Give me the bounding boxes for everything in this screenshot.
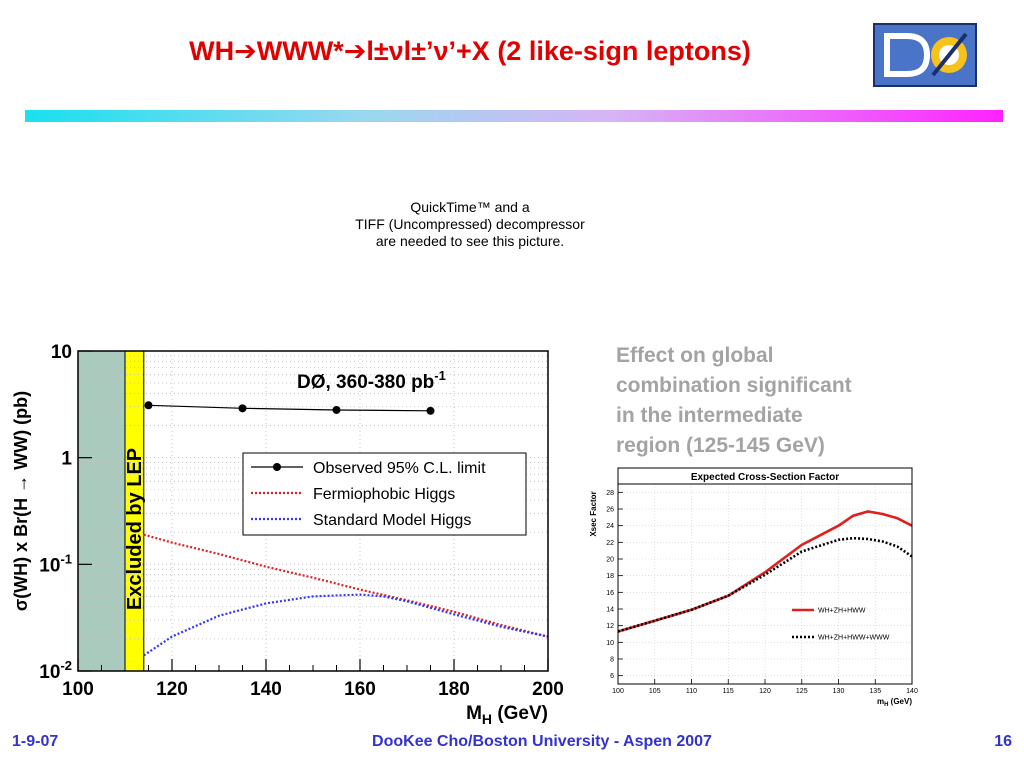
small-chart-title: Expected Cross-Section Factor <box>691 472 839 483</box>
annotation-line: Effect on global <box>616 344 774 367</box>
small-x-axis-label-unit: (GeV) <box>888 697 912 706</box>
small-x-tick-label: 105 <box>649 688 661 695</box>
d0-logo <box>873 23 977 87</box>
small-legend: WH+ZH+HWW WH+ZH+HWW+WWW <box>792 608 890 642</box>
x-tick-label: 180 <box>438 679 470 700</box>
small-y-tick-label: 26 <box>606 507 614 514</box>
title-prefix: WH <box>189 36 235 66</box>
title-decay: l±νl±’ν’+X <box>366 36 490 66</box>
y-tick-label: 10-1 <box>39 551 72 576</box>
small-series-line-0 <box>617 510 913 633</box>
x-axis-label-unit: (GeV) <box>492 703 548 724</box>
luminosity-exponent: -1 <box>434 368 446 383</box>
small-x-tick-label: 125 <box>796 688 808 695</box>
x-tick-label: 200 <box>532 679 564 700</box>
series-line-2 <box>143 593 549 657</box>
small-y-tick-label: 16 <box>606 590 614 597</box>
annotation-line: combination significant <box>616 374 852 397</box>
placeholder-line: QuickTime™ and a <box>410 199 530 215</box>
y-tick-label: 10 <box>51 342 72 363</box>
legend-label: Observed 95% C.L. limit <box>313 460 486 477</box>
y-tick-base: 10 <box>39 662 60 683</box>
legend: Observed 95% C.L. limit Fermiophobic Higg… <box>242 452 527 536</box>
data-point <box>144 401 153 410</box>
slide-title: WH➔WWW*➔l±νl±’ν’+X (2 like-sign leptons) <box>0 36 940 67</box>
small-x-tick-label: 135 <box>869 688 881 695</box>
series-line-1 <box>143 533 549 638</box>
x-tick-label: 120 <box>156 679 188 700</box>
excluded-region <box>78 351 125 671</box>
footer-author: DooKee Cho/Boston University - Aspen 200… <box>372 733 712 750</box>
small-x-tick-label: 110 <box>686 688 697 695</box>
x-axis-label-sub: H <box>482 711 492 725</box>
y-tick-label: 10-2 <box>39 658 72 683</box>
small-legend-label: WH+ZH+HWW <box>818 608 866 615</box>
y-tick-base: 1 <box>61 449 72 470</box>
x-tick-label: 160 <box>344 679 376 700</box>
small-x-tick-label: 100 <box>612 688 624 695</box>
x-tick-label: 140 <box>250 679 282 700</box>
small-y-tick-label: 24 <box>606 523 614 530</box>
annotation-line: in the intermediate <box>616 404 803 427</box>
title-formula: WWW* <box>256 36 344 66</box>
legend-label: Standard Model Higgs <box>313 512 471 529</box>
experiment-label-text: DØ, 360-380 pb <box>297 372 434 393</box>
x-axis-label: MH (GeV) <box>466 703 548 725</box>
title-suffix: (2 like-sign leptons) <box>497 36 751 66</box>
small-y-tick-label: 12 <box>606 623 614 630</box>
small-x-tick-label: 140 <box>906 688 918 695</box>
small-y-tick-label: 14 <box>606 607 614 614</box>
legend-marker <box>273 463 281 471</box>
small-y-tick-label: 22 <box>606 540 614 547</box>
excluded-region-label: Excluded by LEP <box>124 448 146 610</box>
small-y-tick-label: 6 <box>610 673 614 680</box>
legend-label: Fermiophobic Higgs <box>313 486 455 503</box>
experiment-label: DØ, 360-380 pb-1 <box>297 368 446 393</box>
small-x-axis-label: mH (GeV) <box>877 697 912 708</box>
x-tick-label: 100 <box>62 679 94 700</box>
y-tick-label: 1 <box>61 449 72 470</box>
annotation-line: region (125-145 GeV) <box>616 434 825 457</box>
logo-slash <box>931 32 968 77</box>
y-tick-exponent: -2 <box>60 658 72 673</box>
y-axis-label: σ(WH) x Br(H → WW) (pb) <box>11 391 31 611</box>
title-arrow-2: ➔ <box>343 36 367 66</box>
small-y-tick-label: 18 <box>606 573 614 580</box>
small-series-line-1 <box>617 536 913 633</box>
y-tick-base: 10 <box>39 555 60 576</box>
y-tick-base: 10 <box>51 342 72 363</box>
footer-page-number: 16 <box>994 733 1012 750</box>
placeholder-line: TIFF (Uncompressed) decompressor <box>355 216 585 232</box>
small-legend-label: WH+ZH+HWW+WWW <box>818 635 890 642</box>
title-arrow-1: ➔ <box>234 36 257 66</box>
small-y-tick-label: 8 <box>610 657 614 664</box>
small-x-axis-label-main: m <box>877 697 884 706</box>
data-point <box>238 404 247 413</box>
small-y-axis-label: Xsec Factor <box>589 491 598 536</box>
x-axis-label-main: M <box>466 703 482 724</box>
small-y-tick-label: 28 <box>606 490 614 497</box>
xsec-factor-chart: 100 105 110 115 120 125 130 135 140 6 8 10 12 14 16 18 2… <box>589 467 918 708</box>
small-x-axis-label-sub: H <box>884 702 888 708</box>
small-y-tick-label: 20 <box>606 557 614 564</box>
small-y-tick-label: 10 <box>606 640 614 647</box>
logo-letter-d <box>884 33 931 77</box>
title-underline-bar <box>25 110 1003 122</box>
footer-date: 1-9-07 <box>12 733 59 750</box>
series-line-0 <box>148 404 431 412</box>
missing-image-placeholder: QuickTime™ and a TIFF (Uncompressed) dec… <box>330 199 610 250</box>
data-point <box>426 406 435 415</box>
data-point <box>332 405 341 414</box>
placeholder-line: are needed to see this picture. <box>375 233 565 249</box>
y-tick-exponent: -1 <box>60 551 72 566</box>
small-x-tick-label: 115 <box>723 688 734 695</box>
small-x-tick-label: 120 <box>759 688 771 695</box>
small-x-tick-label: 130 <box>833 688 845 695</box>
annotation-text: Effect on global combination significant… <box>616 341 946 461</box>
